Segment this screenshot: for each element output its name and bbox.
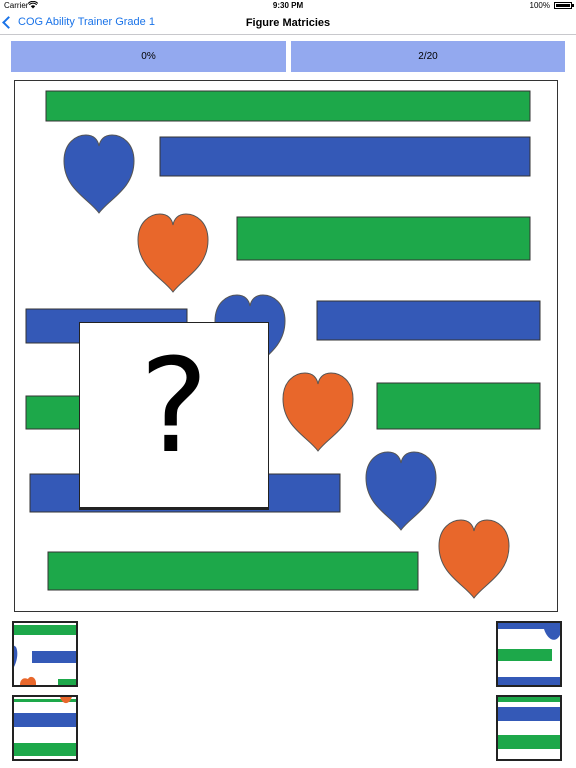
answer-option-1[interactable] — [12, 621, 78, 687]
back-button[interactable]: COG Ability Trainer Grade 1 — [2, 16, 155, 29]
battery-icon — [554, 2, 574, 9]
green-bar — [376, 382, 541, 430]
green-bar — [236, 216, 531, 261]
score-percent: 0% — [141, 51, 156, 62]
clock-time: 9:30 PM — [272, 1, 304, 10]
orange-heart — [438, 519, 510, 599]
green-bar — [25, 395, 88, 430]
answer-option-2[interactable] — [12, 695, 78, 761]
blue-bar — [159, 136, 531, 177]
carrier-label: Carrier — [4, 1, 29, 10]
blue-heart — [63, 134, 135, 214]
orange-heart — [282, 372, 354, 452]
green-bar — [45, 90, 531, 122]
missing-cell: ? — [79, 322, 269, 508]
page-title: Figure Matricies — [245, 17, 331, 29]
answer-option-3[interactable] — [496, 621, 562, 687]
question-counter: 2/20 — [418, 51, 438, 62]
score-percent-box: 0% — [11, 41, 286, 72]
orange-heart — [137, 213, 209, 293]
answer-option-4[interactable] — [496, 695, 562, 761]
question-mark: ? — [139, 330, 209, 482]
battery-percent: 100% — [529, 1, 550, 10]
blue-bar — [316, 300, 541, 341]
back-button-label: COG Ability Trainer Grade 1 — [18, 16, 155, 28]
wifi-icon — [27, 0, 39, 11]
question-counter-box: 2/20 — [291, 41, 565, 72]
status-bar: Carrier 9:30 PM 100% — [0, 0, 576, 12]
blue-heart — [365, 451, 437, 531]
navigation-bar: COG Ability Trainer Grade 1 Figure Matri… — [0, 12, 576, 35]
green-bar — [47, 551, 419, 591]
